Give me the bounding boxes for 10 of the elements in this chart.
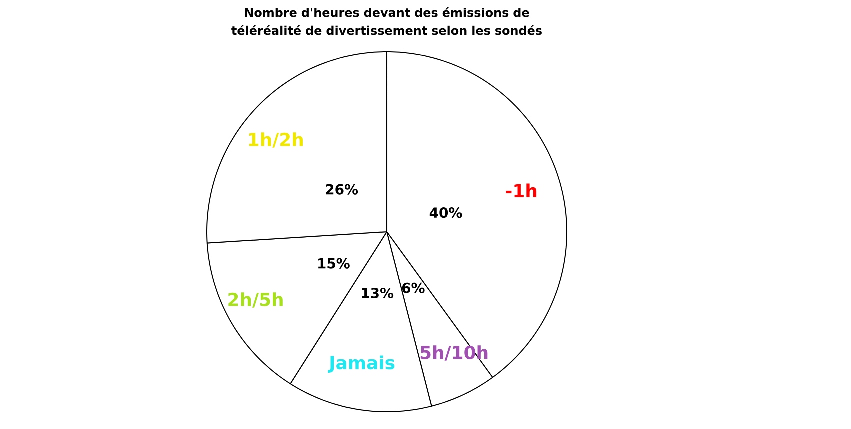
data-label: 15% [318, 258, 350, 269]
slice-label: 2h/5h [228, 292, 283, 308]
data-label: 40% [430, 208, 462, 218]
chart-title: Nombre d'heures devant des émissions de téléréalité de divertissement selon les sondés [232, 8, 542, 36]
slice-label: 1h/2h [249, 132, 303, 148]
slice-label: -1h [506, 184, 537, 198]
data-label: 6% [402, 282, 425, 294]
data-label: 13% [362, 288, 394, 299]
data-label: 26% [326, 184, 358, 195]
slice-label: Jamais [328, 356, 395, 373]
